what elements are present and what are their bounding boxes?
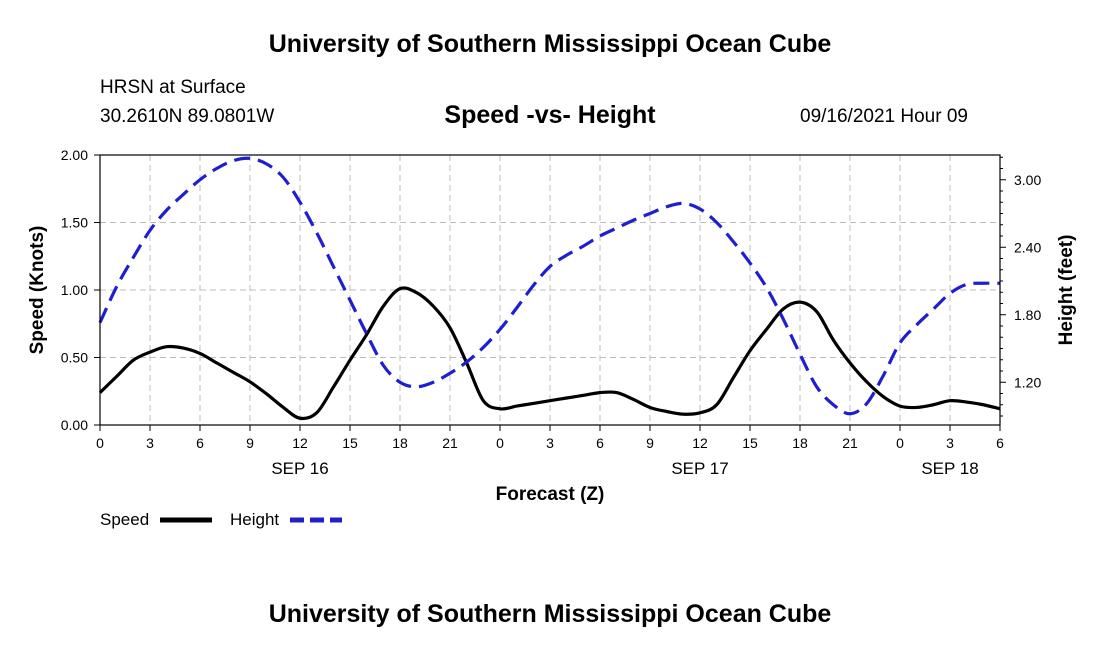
x-day-label: SEP 17 (671, 459, 728, 478)
speed-series-line (98, 286, 1001, 421)
station-name: HRSN at Surface (100, 77, 246, 98)
legend-height-label: Height (230, 510, 280, 529)
y-tick-label: 1.00 (61, 282, 88, 298)
height-series-line (98, 156, 1001, 416)
plot-frame (99, 154, 1001, 426)
station-coordinates: 30.2610N 89.0801W (100, 106, 275, 127)
y2-axis-label: Height (feet) (1056, 235, 1077, 346)
forecast-datetime: 09/16/2021 Hour 09 (800, 106, 968, 127)
series-layer (98, 156, 1001, 421)
y2-tick-label: 2.40 (1014, 239, 1041, 255)
x-day-label: SEP 16 (271, 459, 328, 478)
x-tick-label: 3 (146, 435, 154, 451)
x-tick-label: 21 (842, 435, 858, 451)
chart-subtitle: Speed -vs- Height (444, 101, 656, 129)
x-tick-label: 6 (196, 435, 204, 451)
x-tick-label: 21 (442, 435, 458, 451)
y-tick-label: 1.50 (61, 215, 88, 231)
x-tick-label: 0 (496, 435, 504, 451)
x-tick-label: 9 (246, 435, 254, 451)
x-tick-label: 0 (96, 435, 104, 451)
x-tick-label: 15 (742, 435, 758, 451)
x-tick-label: 6 (596, 435, 604, 451)
x-tick-label: 12 (292, 435, 308, 451)
x-tick-label: 18 (792, 435, 808, 451)
x-tick-label: 18 (392, 435, 408, 451)
y-axis-label: Speed (Knots) (27, 226, 48, 355)
x-axis-label: Forecast (Z) (496, 484, 605, 505)
legend-speed-label: Speed (100, 510, 150, 529)
chart-title-bottom: University of Southern Mississippi Ocean… (268, 600, 832, 628)
x-tick-label: 3 (546, 435, 554, 451)
grid-layer (100, 155, 1000, 425)
y-tick-label: 0.50 (61, 350, 88, 366)
chart-title-top: University of Southern Mississippi Ocean… (268, 30, 832, 58)
x-tick-label: 3 (946, 435, 954, 451)
y2-tick-label: 1.20 (1014, 374, 1041, 390)
axis-layer: 0 3 6 9 12 15 18 21 0 3 6 9 12 15 18 21 0 3 6 SEP 16 SEP 17 S… (61, 147, 1042, 478)
x-day-label: SEP 18 (921, 459, 978, 478)
x-tick-label: 9 (646, 435, 654, 451)
x-tick-label: 0 (896, 435, 904, 451)
x-tick-label: 12 (692, 435, 708, 451)
y2-tick-label: 1.80 (1014, 307, 1041, 323)
y-tick-label: 2.00 (61, 147, 88, 163)
y2-tick-label: 3.00 (1014, 172, 1041, 188)
y-tick-label: 0.00 (61, 417, 88, 433)
x-tick-label: 6 (996, 435, 1004, 451)
x-tick-label: 15 (342, 435, 358, 451)
